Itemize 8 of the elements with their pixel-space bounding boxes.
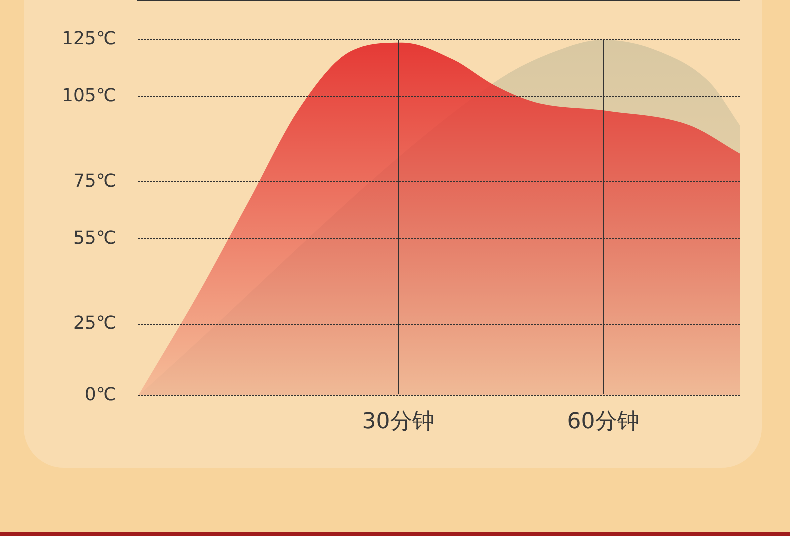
y-tick-label: 55℃ [73,228,117,249]
y-tick-label: 25℃ [73,313,117,334]
y-tick-label: 105℃ [62,86,117,107]
x-tick-label: 30分钟 [362,410,434,435]
x-tick-label: 60分钟 [567,410,640,435]
y-tick-label: 75℃ [73,170,117,192]
y-tick-label: 125℃ [62,28,117,50]
y-tick-label: 0℃ [84,384,117,406]
